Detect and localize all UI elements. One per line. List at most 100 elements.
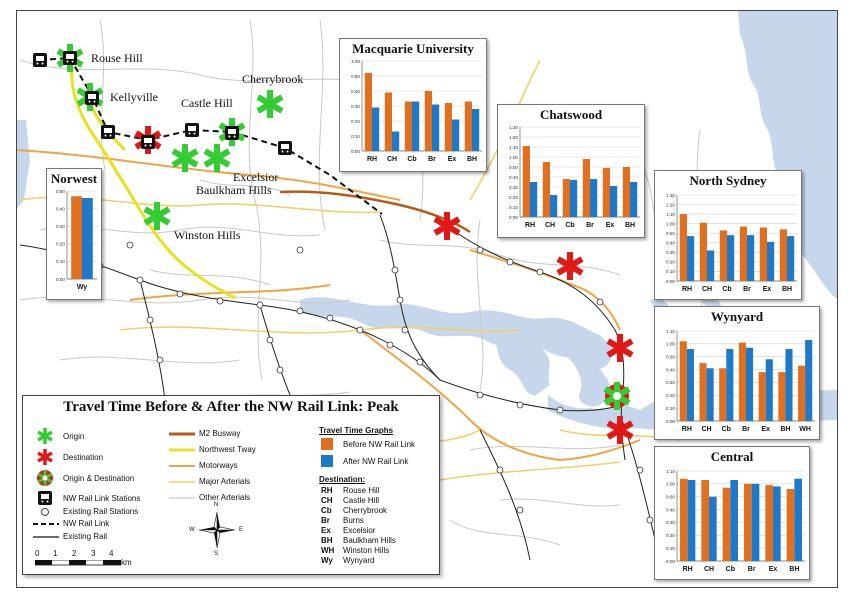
y-tick-label: 0:00 (666, 279, 675, 284)
after-swatch (321, 455, 333, 467)
y-tick-label: 0:30 (666, 250, 675, 255)
place-label-baulkham-hills: Baulkham Hills (196, 183, 272, 197)
x-tick-label: Cb (722, 286, 731, 293)
bar-after (707, 250, 715, 281)
bar-before (444, 103, 452, 151)
bar-before (582, 159, 590, 217)
x-tick-label: RH (367, 156, 377, 163)
scale-tick-1: 1 (53, 549, 58, 558)
y-tick-label: 0:00 (56, 277, 65, 282)
bar-after (412, 101, 420, 151)
y-tick-label: 0:50 (351, 74, 360, 79)
bar-after (570, 180, 578, 217)
chart-title: Wynyard (710, 309, 764, 324)
chart-chatswood: Chatswood 0:00 0:10 0:20 0:30 0:40 0:50 1:00 1:… (497, 104, 645, 238)
bar-before (701, 480, 709, 561)
place-label-cherrybrook: Cherrybrook (242, 72, 304, 86)
y-tick-label: 0:20 (509, 195, 518, 200)
place-label-winston-hills: Winston Hills (174, 228, 241, 242)
legend-dest-entry: CH Castle Hill (321, 496, 380, 505)
y-tick-label: 0:30 (666, 520, 675, 525)
y-tick-label: 0:30 (56, 224, 65, 229)
bar-before (562, 179, 570, 217)
x-tick-label: Br (748, 566, 756, 573)
y-tick-label: 0:50 (666, 495, 675, 500)
major-arterial-line-icon (169, 481, 195, 483)
x-tick-label: CH (704, 566, 714, 573)
y-tick-label: 0:10 (351, 134, 360, 139)
chart-north-sydney: North Sydney 0:00 0:10 0:20 0:30 0:40 0:50 1:0… (654, 170, 802, 300)
bar-after (432, 104, 440, 151)
y-tick-label: 1:00 (666, 221, 675, 226)
before-swatch (321, 438, 333, 450)
y-tick-label: 0:10 (666, 406, 675, 411)
y-tick-label: 1:10 (666, 329, 675, 334)
bar-before (622, 167, 630, 217)
legend-origin-destination: Origin & Destination (63, 474, 135, 483)
y-tick-label: 0:20 (666, 533, 675, 538)
legend-existing-stations: Existing Rail Stations (63, 507, 139, 516)
bar-after (82, 198, 93, 279)
x-tick-label: Br (742, 426, 750, 433)
legend-before: Before NW Rail Link (343, 440, 416, 449)
chart-central: Central 0:00 0:10 0:20 0:30 0:40 0:50 1:00 1:10… (654, 446, 810, 580)
place-label-excelsior: Excelsior (233, 170, 279, 184)
bar-after (730, 480, 739, 561)
x-tick-label: CH (702, 426, 712, 433)
bar-after (530, 182, 538, 217)
y-tick-label: 1:10 (666, 212, 675, 217)
existing-rail-line-icon (33, 536, 59, 538)
chart-plot: 0:00 0:10 0:20 0:30 0:40 0:50 1:00 1:10 RH CH Cb Br… (666, 329, 815, 433)
legend-nw-link: NW Rail Link (63, 519, 110, 528)
y-tick-label: 0:40 (666, 367, 675, 372)
bar-after (709, 496, 717, 561)
legend-origin: Origin (63, 432, 85, 441)
legend-tway: Northwest Tway (199, 445, 256, 454)
y-tick-label: 0:10 (509, 205, 518, 210)
bar-after (392, 131, 400, 151)
legend-title: Travel Time Before & After the NW Rail L… (63, 399, 399, 415)
bar-after (550, 195, 558, 217)
bar-after (767, 241, 775, 281)
x-tick-label: RH (682, 286, 692, 293)
legend-motorways: Motorways (199, 461, 238, 470)
legend-other-arterials: Other Arterials (199, 493, 251, 502)
x-tick-label: Cb (722, 426, 731, 433)
y-tick-label: 0:00 (509, 215, 518, 220)
bar-before (779, 229, 787, 281)
bar-before (404, 101, 412, 151)
bar-before (778, 372, 786, 421)
bar-before (786, 489, 795, 561)
bar-before (71, 196, 82, 279)
bar-before (542, 162, 550, 217)
y-tick-label: 0:20 (666, 260, 675, 265)
y-tick-label: 1:30 (666, 193, 675, 198)
map-legend: Travel Time Before & After the NW Rail L… (22, 395, 440, 575)
legend-major-arterials: Major Arterials (199, 477, 251, 486)
legend-dest-entry: Wy Wynyard (321, 556, 375, 565)
bar-after (630, 182, 638, 217)
legend-dest-entry: Ex Excelsior (321, 526, 376, 535)
bar-before (719, 368, 727, 421)
existing-station-icon (41, 508, 49, 516)
x-tick-label: Ex (763, 286, 772, 293)
y-tick-label: 0:40 (56, 206, 65, 211)
y-tick-label: 1:20 (666, 202, 675, 207)
x-tick-label: Ex (606, 222, 615, 229)
origin-destination-icon (605, 382, 629, 410)
other-arterial-line-icon (169, 497, 195, 499)
bar-after (785, 349, 793, 421)
y-tick-label: 0:20 (351, 119, 360, 124)
x-tick-label: Cb (565, 222, 574, 229)
place-label-kellyville: Kellyville (110, 90, 158, 104)
bar-after (452, 119, 460, 151)
x-tick-label: BH (782, 286, 792, 293)
y-tick-label: 0:40 (666, 241, 675, 246)
y-tick-label: 0:20 (56, 242, 65, 247)
x-tick-label: CH (387, 156, 397, 163)
legend-destination: Destination (63, 453, 104, 462)
bar-after (805, 340, 813, 421)
y-tick-label: 1:00 (351, 59, 360, 64)
x-tick-label: Ex (761, 426, 770, 433)
y-tick-label: 1:20 (509, 135, 518, 140)
